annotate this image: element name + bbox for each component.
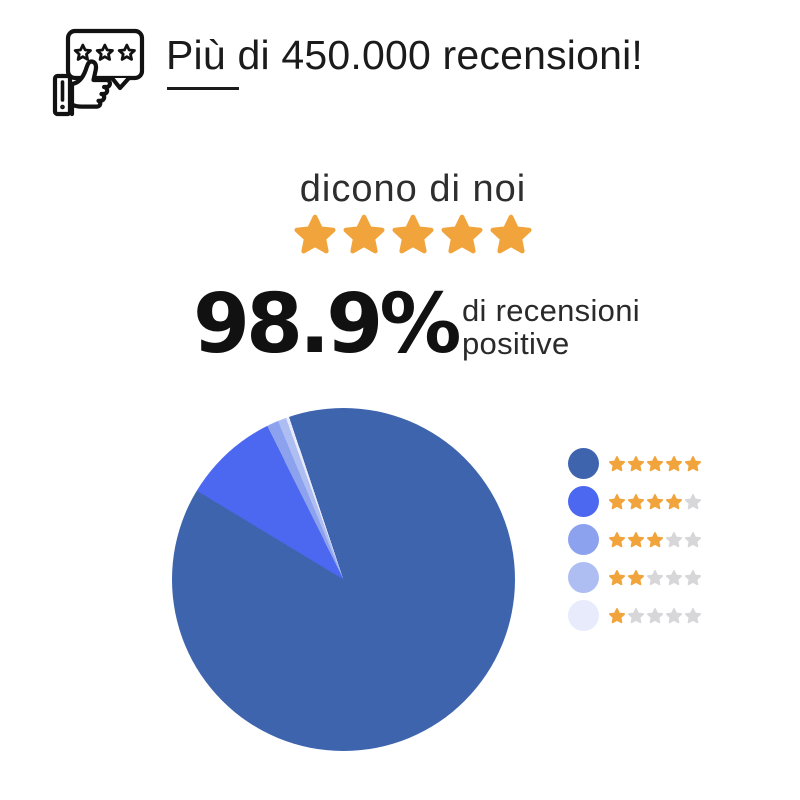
star-icon [608,455,626,471]
star-icon [490,214,532,254]
page-title: Più di 450.000 recensioni! [166,32,644,78]
legend-row-5-stars [568,448,702,479]
star-icon [627,569,645,585]
star-icon [665,569,683,585]
star-icon [684,455,702,471]
legend-row-2-stars [568,562,702,593]
legend-row-1-stars [568,600,702,631]
star-icon [392,214,434,254]
subtitle-text: dicono di noi [299,168,527,210]
title-underline [167,87,239,90]
star-icon [608,569,626,585]
star-icon [684,493,702,509]
star-icon [441,214,483,254]
legend-star-rating [608,455,702,473]
legend-star-rating [608,569,702,587]
stat-percentage: 98.9% [193,277,461,372]
star-icon [627,531,645,547]
legend-color-dot [568,524,599,555]
legend-star-rating [608,493,702,511]
star-icon [646,455,664,471]
star-icon [608,493,626,509]
legend-color-dot [568,486,599,517]
legend-row-3-stars [568,524,702,555]
stat-label-line1: di recensioni [462,293,640,328]
legend-color-dot [568,600,599,631]
star-icon [608,531,626,547]
star-icon [627,607,645,623]
star-icon [646,607,664,623]
star-icon [627,455,645,471]
legend-color-dot [568,448,599,479]
reviews-thumbs-up-icon [52,28,145,117]
star-icon [627,493,645,509]
rating-stars-row [0,212,800,258]
legend-star-rating [608,607,702,625]
star-icon [343,214,385,254]
pie-legend [568,448,702,631]
star-icon [665,493,683,509]
star-icon [684,569,702,585]
star-icon [665,607,683,623]
star-icon [294,214,336,254]
star-icon [684,607,702,623]
legend-color-dot [568,562,599,593]
star-icon [646,569,664,585]
star-icon [608,607,626,623]
star-icon [665,531,683,547]
legend-star-rating [608,531,702,549]
star-icon [665,455,683,471]
legend-row-4-stars [568,486,702,517]
star-icon [646,531,664,547]
reviews-pie-chart [172,408,515,751]
star-icon [684,531,702,547]
star-icon [646,493,664,509]
stat-label-line2: positive [462,325,570,361]
stat-label: di recensioni positive [462,293,640,361]
